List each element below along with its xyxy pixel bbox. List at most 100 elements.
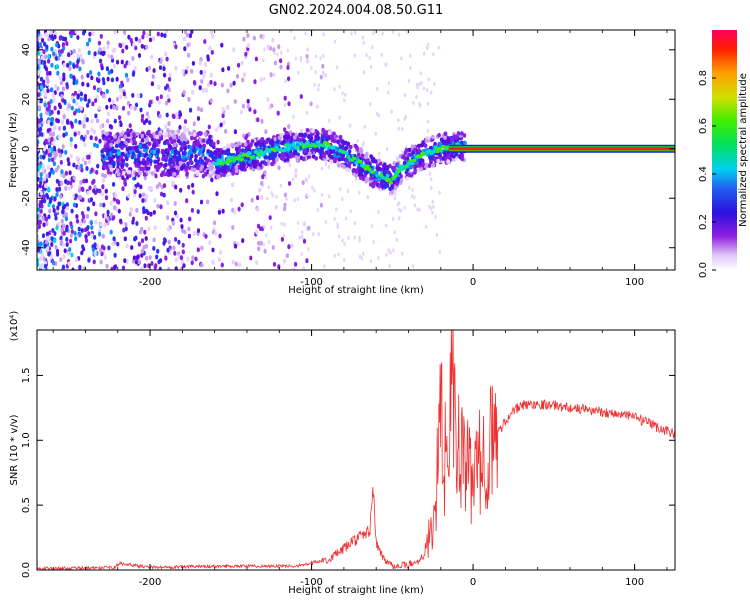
- heatmap-cell: [37, 236, 40, 241]
- heatmap-cell: [92, 85, 97, 91]
- heatmap-cell: [364, 154, 368, 160]
- heatmap-ridge: [365, 164, 370, 169]
- heatmap-cell: [375, 111, 379, 116]
- heatmap-cell: [45, 173, 49, 179]
- heatmap-cell: [164, 162, 168, 168]
- heatmap-cell: [300, 132, 304, 138]
- snr-y-tick-label: 1.5: [21, 367, 32, 383]
- heatmap-cell: [328, 118, 331, 123]
- heatmap-cell: [79, 163, 83, 169]
- heatmap-cell: [159, 94, 163, 100]
- heatmap-cell: [72, 75, 76, 81]
- heatmap-cell: [72, 64, 76, 69]
- heatmap-cell: [213, 81, 217, 87]
- heatmap-cell: [108, 97, 112, 103]
- heatmap-cell: [142, 245, 146, 250]
- heatmap-cell: [214, 127, 218, 132]
- heatmap-cell: [148, 120, 152, 125]
- heatmap-cell: [129, 207, 133, 213]
- heatmap-cell: [106, 118, 110, 124]
- heatmap-cell: [203, 39, 207, 44]
- heatmap-cell: [180, 165, 184, 170]
- heatmap-cell: [312, 232, 315, 237]
- heatmap-cell: [55, 192, 59, 198]
- heatmap-cell: [121, 48, 125, 54]
- heatmap-cell: [234, 143, 239, 148]
- heatmap-cell: [179, 187, 183, 193]
- heatmap-cell: [170, 149, 175, 154]
- heatmap-cell: [415, 94, 418, 99]
- spectrogram-heatmap: [37, 30, 675, 270]
- heatmap-ridge: [247, 151, 252, 156]
- heatmap-cell: [416, 85, 419, 90]
- heatmap-cell: [192, 167, 197, 172]
- heatmap-cell: [203, 156, 208, 161]
- heatmap-cell: [51, 157, 55, 163]
- heatmap-cell: [109, 158, 114, 163]
- heatmap-cell: [188, 33, 192, 39]
- heatmap-cell: [141, 198, 145, 203]
- heatmap-cell: [351, 168, 356, 174]
- heatmap-cell: [37, 257, 40, 263]
- heatmap-cell: [358, 171, 363, 176]
- heatmap-cell: [407, 152, 412, 157]
- heatmap-cell: [200, 159, 204, 164]
- heatmap-ridge: [228, 158, 233, 163]
- heatmap-cell: [168, 72, 172, 78]
- heatmap-cell: [48, 199, 53, 204]
- heatmap-ridge: [313, 144, 318, 148]
- heatmap-cell: [69, 180, 73, 186]
- heatmap-cell: [140, 267, 144, 270]
- heatmap-cell: [371, 181, 376, 186]
- heatmap-cell: [288, 130, 293, 135]
- heatmap-cell: [155, 254, 159, 260]
- heatmap-cell: [168, 136, 173, 142]
- heatmap-cell: [102, 202, 106, 208]
- heatmap-cell: [181, 242, 185, 248]
- heatmap-cell: [77, 188, 81, 193]
- heatmap-cell: [209, 79, 213, 85]
- heatmap-cell: [266, 97, 270, 102]
- heatmap-ridge: [344, 151, 349, 156]
- heatmap-cell: [449, 136, 454, 142]
- heatmap-cell: [191, 182, 195, 188]
- heatmap-cell: [99, 34, 103, 39]
- heatmap-cell: [47, 54, 51, 60]
- heatmap-cell: [125, 45, 129, 50]
- heatmap-cell: [81, 81, 85, 87]
- heatmap-cell: [65, 227, 69, 233]
- heatmap-cell: [88, 31, 92, 37]
- heatmap-cell: [259, 34, 263, 39]
- heatmap-cell: [353, 53, 357, 58]
- heatmap-cell: [196, 166, 200, 171]
- heatmap-cell: [314, 54, 318, 59]
- heatmap-ridge: [274, 145, 279, 150]
- heatmap-cell: [404, 148, 409, 153]
- heatmap-cell: [120, 145, 124, 150]
- heatmap-cell: [57, 148, 61, 154]
- heatmap-cell: [115, 96, 119, 102]
- heatmap-cell: [68, 66, 72, 71]
- heatmap-cell: [305, 128, 310, 133]
- heatmap-cell: [44, 66, 49, 72]
- heatmap-cell: [254, 142, 258, 147]
- heatmap-cell: [273, 60, 277, 66]
- heatmap-cell: [418, 82, 421, 87]
- heatmap-cell: [62, 132, 66, 138]
- heatmap-cell: [392, 161, 397, 166]
- heatmap-cell: [137, 164, 141, 169]
- heatmap-cell: [48, 208, 52, 214]
- heatmap-cell: [299, 128, 304, 134]
- heatmap-cell: [60, 48, 64, 54]
- heatmap-cell: [93, 251, 97, 257]
- heatmap-cell: [41, 168, 45, 173]
- heatmap-cell: [376, 86, 379, 91]
- heatmap-cell: [137, 153, 141, 158]
- heatmap-cell: [80, 186, 84, 192]
- spectrogram-x-tick-label: -100: [300, 277, 323, 288]
- heatmap-cell: [214, 151, 218, 156]
- heatmap-cell: [333, 153, 337, 158]
- heatmap-cell: [220, 82, 224, 88]
- heatmap-cell: [206, 54, 210, 60]
- heatmap-cell: [60, 119, 64, 125]
